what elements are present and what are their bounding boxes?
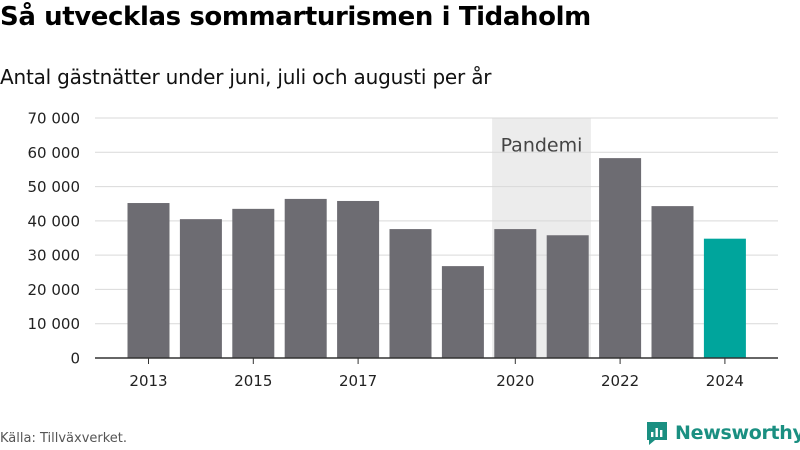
brand-name: Newsworthy xyxy=(675,422,800,444)
x-tick-label: 2017 xyxy=(339,372,377,390)
bar-2018 xyxy=(389,229,432,358)
newsworthy-logo: Newsworthy xyxy=(645,420,800,446)
x-tick-label: 2020 xyxy=(496,372,534,390)
chart-subtitle: Antal gästnätter under juni, juli och au… xyxy=(0,65,492,89)
bar-2017 xyxy=(337,200,380,358)
bar-2024 xyxy=(703,238,746,358)
y-tick-label: 40 000 xyxy=(28,212,81,230)
x-tick-label: 2024 xyxy=(706,372,744,390)
source-note: Källa: Tillväxverket. xyxy=(0,431,128,446)
x-tick-label: 2022 xyxy=(601,372,639,390)
bar-2021 xyxy=(546,235,589,358)
x-tick-label: 2013 xyxy=(129,372,167,390)
bar-2016 xyxy=(284,198,327,358)
y-tick-label: 60 000 xyxy=(28,144,81,162)
chart-title: Så utvecklas sommarturismen i Tidaholm xyxy=(0,2,591,32)
bar-2014 xyxy=(179,219,222,358)
y-tick-label: 50 000 xyxy=(28,178,81,196)
y-tick-label: 70 000 xyxy=(28,110,81,128)
y-tick-label: 10 000 xyxy=(28,315,81,333)
bar-2020 xyxy=(494,229,537,358)
bar-chart: Pandemi 0 10 000 20 000 30 000 40 000 50 000 60… xyxy=(28,110,778,390)
newsworthy-logo-icon xyxy=(647,422,667,445)
x-tick-label: 2015 xyxy=(234,372,272,390)
bar-2022 xyxy=(599,158,642,358)
pandemic-label: Pandemi xyxy=(501,134,583,156)
bar-2019 xyxy=(441,266,484,358)
bar-2015 xyxy=(232,208,275,358)
y-tick-label: 20 000 xyxy=(28,281,81,299)
bar-2023 xyxy=(651,206,694,358)
y-tick-label: 0 xyxy=(70,350,80,368)
bar-2013 xyxy=(127,203,170,358)
y-tick-label: 30 000 xyxy=(28,247,81,265)
